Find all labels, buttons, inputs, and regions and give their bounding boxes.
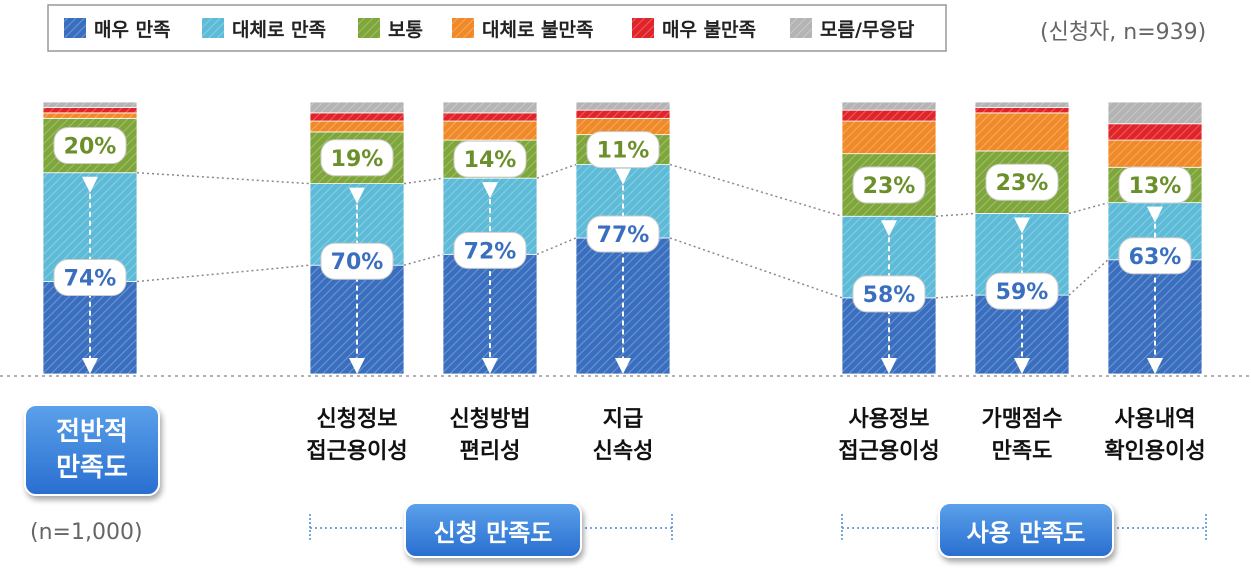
connector-line	[1068, 259, 1109, 296]
bar-segment	[575, 109, 671, 119]
neutral-label: 19%	[320, 139, 394, 177]
category-label: 가맹점수 만족도	[981, 407, 1063, 464]
satisfied-label: 70%	[320, 242, 394, 280]
neutral-label-text: 20%	[64, 135, 117, 160]
neutral-label: 14%	[453, 140, 527, 178]
neutral-label-text: 13%	[1129, 174, 1182, 199]
satisfied-label-text: 72%	[464, 239, 517, 264]
category-label: 사용내역 확인용이성	[1104, 407, 1206, 464]
connector-line	[536, 237, 577, 256]
bar-segment	[575, 101, 671, 111]
satisfied-label: 58%	[852, 275, 926, 313]
legend-swatch	[790, 18, 812, 38]
legend-label: 대체로 만족	[232, 19, 326, 41]
satisfied-label-text: 70%	[331, 250, 384, 275]
neutral-label: 23%	[852, 166, 926, 204]
legend-label: 매우 만족	[94, 19, 171, 41]
neutral-label: 13%	[1118, 166, 1192, 204]
bar-segment	[1107, 123, 1203, 141]
legend-swatch	[452, 18, 474, 38]
bar-segment	[841, 120, 937, 155]
overall-satisfaction-button[interactable]: 전반적 만족도	[24, 404, 160, 496]
satisfied-label-text: 63%	[1129, 245, 1182, 270]
connector-line	[669, 163, 843, 217]
respondent-note: (신청자, n=939)	[1040, 20, 1207, 45]
neutral-label-text: 23%	[863, 174, 916, 199]
connector-line	[136, 171, 311, 185]
bar-segment	[42, 101, 138, 108]
connector-line	[669, 237, 843, 299]
category-label: 신청방법 편리성	[449, 407, 531, 464]
connector-line	[536, 163, 577, 179]
neutral-label: 23%	[985, 163, 1059, 201]
neutral-label: 20%	[53, 127, 127, 165]
satisfied-label: 74%	[53, 259, 127, 297]
bar-segment	[42, 107, 138, 114]
application-satisfaction-button[interactable]: 신청 만족도	[404, 502, 582, 558]
bar-segment	[309, 112, 405, 122]
bar-segment	[974, 101, 1070, 108]
satisfied-label: 63%	[1118, 237, 1192, 275]
legend-label: 보통	[388, 19, 423, 41]
category-label: 신청정보 접근용이성	[306, 407, 408, 464]
connector-line	[136, 264, 311, 283]
legend-swatch	[632, 18, 654, 38]
bar-segment	[442, 101, 538, 114]
legend-swatch	[202, 18, 224, 38]
usage-satisfaction-button[interactable]: 사용 만족도	[938, 502, 1114, 558]
neutral-label: 11%	[586, 131, 660, 169]
satisfied-label-text: 59%	[996, 280, 1049, 305]
satisfied-label: 77%	[586, 215, 660, 253]
connector-line	[1068, 201, 1109, 215]
neutral-label-text: 19%	[331, 147, 384, 172]
bar-segment	[309, 120, 405, 133]
bar-segment	[309, 101, 405, 114]
satisfied-label: 72%	[453, 231, 527, 269]
satisfied-label-text: 58%	[863, 283, 916, 308]
bar-segment	[974, 107, 1070, 114]
legend: 매우 만족 대체로 만족 보통 대체로 불만족 매우 불만족 모름/무응답	[47, 4, 947, 52]
bar-segment	[841, 109, 937, 122]
satisfied-label-text: 74%	[64, 267, 117, 292]
neutral-label-text: 14%	[464, 148, 517, 173]
bar-segment	[974, 112, 1070, 152]
satisfied-label-text: 77%	[597, 223, 650, 248]
category-label: 사용정보 접근용이성	[838, 407, 940, 464]
bar-segment	[442, 120, 538, 141]
connector-line	[403, 253, 444, 266]
satisfied-label: 59%	[985, 272, 1059, 310]
legend-label: 대체로 불만족	[482, 19, 594, 41]
neutral-label-text: 23%	[996, 171, 1049, 196]
legend-label: 모름/무응답	[820, 19, 915, 41]
legend-label: 매우 불만족	[662, 19, 756, 41]
overall-sample-note: (n=1,000)	[30, 520, 143, 545]
neutral-label-text: 11%	[597, 139, 650, 164]
bar-segment	[42, 112, 138, 119]
bar-segment	[1107, 101, 1203, 125]
bar-segment	[841, 101, 937, 111]
legend-swatch	[358, 18, 380, 38]
legend-swatch	[64, 18, 86, 38]
connector-line	[403, 177, 444, 185]
connector-line	[935, 212, 976, 217]
bar-segment	[442, 112, 538, 122]
connector-line	[935, 294, 976, 299]
category-label: 지급 신속성	[592, 407, 654, 464]
bar-segment	[1107, 139, 1203, 168]
